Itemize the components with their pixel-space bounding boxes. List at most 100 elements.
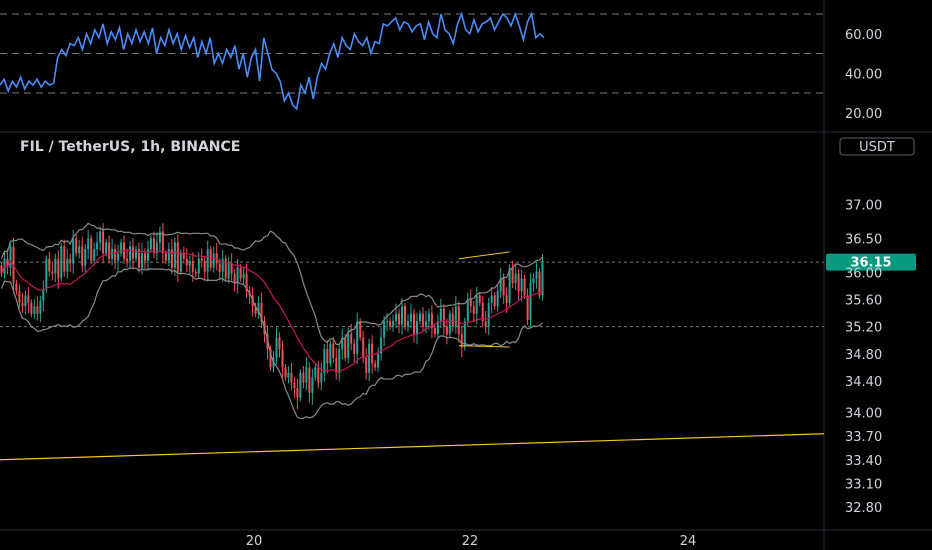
candle (108, 235, 111, 264)
candle-body (433, 328, 436, 335)
candle (54, 253, 57, 283)
candle-body (401, 306, 403, 325)
candle-body (129, 246, 131, 261)
candle-body (75, 238, 78, 254)
candle (84, 244, 87, 275)
candle-body (293, 382, 296, 389)
channel-top (458, 251, 510, 260)
candle (448, 310, 451, 338)
candle-body (141, 253, 143, 268)
candle-body (45, 258, 48, 290)
candle-body (341, 337, 344, 349)
candle-body (21, 302, 24, 307)
candle-body (332, 343, 335, 358)
candle-body (66, 258, 69, 272)
candle-body (442, 309, 445, 327)
candle-body (27, 295, 30, 303)
candle-body (99, 231, 102, 243)
candle-body (421, 313, 424, 327)
candle (284, 364, 287, 381)
candle-body (511, 267, 514, 284)
candle (120, 239, 123, 257)
candle (147, 240, 149, 271)
candle (538, 268, 541, 299)
candle-body (144, 253, 146, 261)
candle (341, 329, 344, 360)
chart-title: FIL / TetherUS, 1h, BINANCE (20, 139, 240, 155)
candle (421, 306, 424, 332)
candle (132, 238, 134, 269)
candle-body (308, 367, 311, 393)
candle-body (287, 372, 290, 378)
candle (436, 314, 439, 340)
candle-body (311, 377, 314, 393)
currency-badge[interactable]: USDT (839, 137, 915, 156)
candle-body (200, 258, 203, 261)
candle-body (320, 372, 323, 383)
candle-body (344, 337, 347, 358)
candle (69, 253, 72, 272)
candle (362, 330, 365, 363)
last-price-label: 36.15 (850, 256, 891, 271)
candle (161, 223, 164, 264)
candle (176, 233, 179, 282)
candle (308, 362, 311, 403)
candle-body (93, 249, 96, 261)
candle-body (323, 349, 326, 373)
candle-body (126, 258, 128, 261)
candle (469, 289, 472, 314)
rsi-line (0, 11, 545, 111)
candle (182, 246, 185, 264)
candle (526, 288, 529, 325)
candle-body (502, 278, 505, 296)
candle-body (120, 242, 123, 254)
candle (430, 305, 433, 339)
candle-body (508, 267, 511, 303)
candle-body (526, 295, 529, 320)
candle-body (424, 321, 427, 327)
candle (203, 255, 206, 281)
time-tick-label: 24 (680, 534, 697, 549)
candle-body (24, 295, 27, 307)
candle-body (532, 278, 535, 284)
price-tick-label: 32.80 (845, 501, 882, 516)
candle-body (173, 242, 176, 268)
candle-body (281, 349, 284, 368)
channel-bottom (458, 345, 510, 348)
price-pane (0, 222, 825, 461)
candle (478, 292, 481, 307)
candle (511, 260, 514, 289)
candle (389, 317, 392, 331)
candle-body (371, 343, 374, 364)
candle-body (87, 238, 90, 250)
candle (374, 359, 377, 371)
candle-body (436, 321, 439, 335)
candle-body (359, 321, 362, 338)
candle (496, 284, 499, 312)
candle-body (18, 291, 21, 303)
candle-body (484, 321, 487, 327)
candle (260, 292, 263, 329)
candle (123, 235, 125, 264)
candle (442, 303, 445, 336)
candle-body (147, 249, 149, 261)
candle-body (72, 238, 75, 264)
candle-body (290, 372, 293, 383)
candle (224, 255, 227, 282)
candle-body (386, 321, 389, 323)
candle-body (138, 249, 140, 268)
candle-body (427, 313, 430, 322)
candle-body (278, 337, 281, 349)
candle (320, 362, 323, 391)
candle (66, 248, 69, 279)
candle-body (9, 246, 12, 268)
candle-body (469, 299, 472, 307)
candle (535, 263, 538, 289)
candle-body (15, 283, 18, 292)
candle (296, 378, 299, 410)
candle (407, 314, 409, 332)
candle (227, 256, 230, 284)
candle-body (395, 313, 397, 322)
